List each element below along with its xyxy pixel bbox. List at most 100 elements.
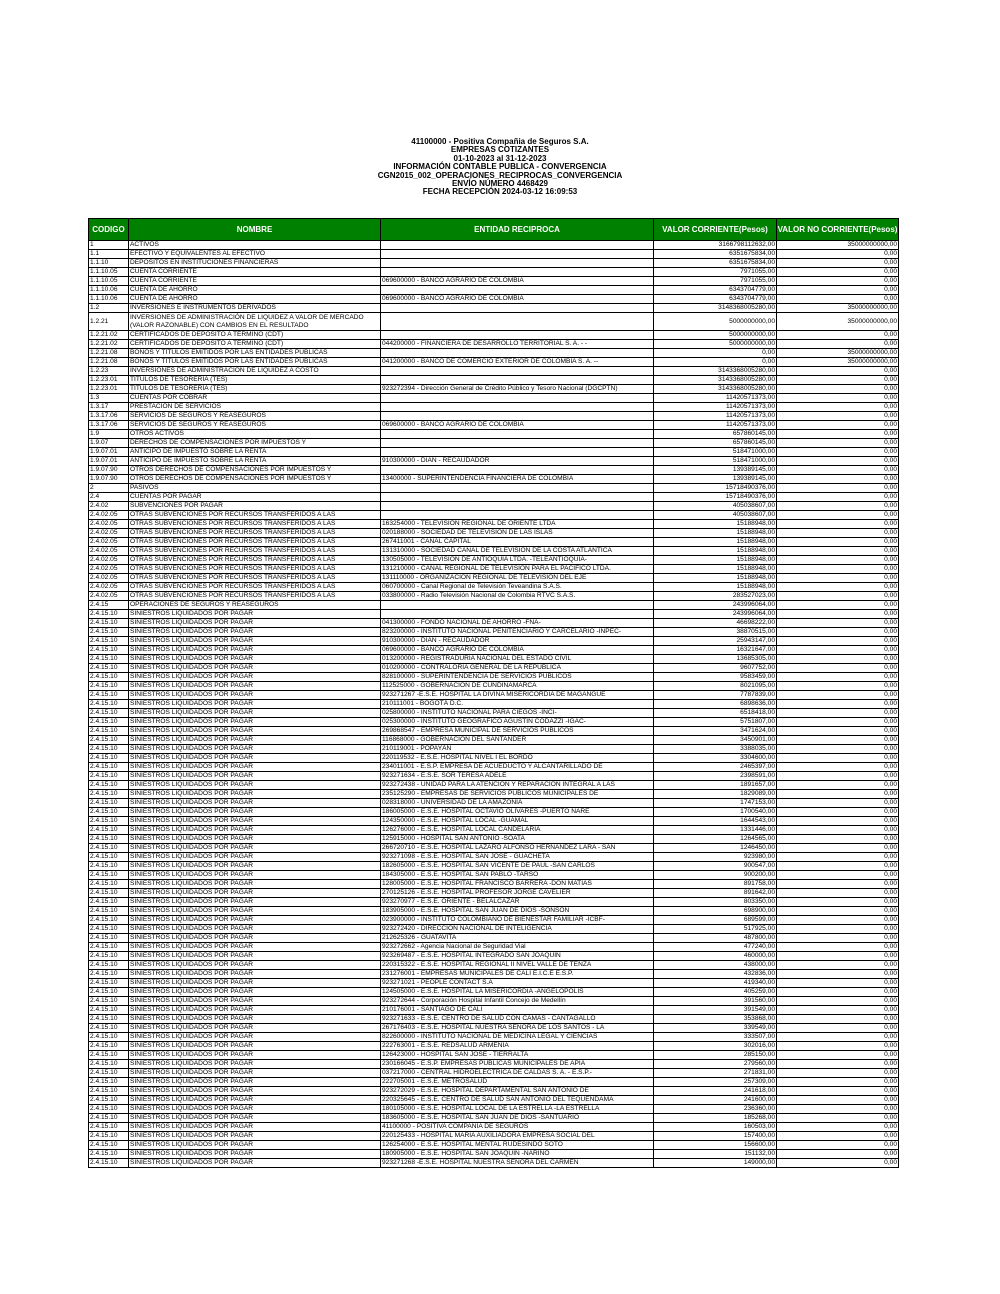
- code-cell: 2.4.15.10: [88, 1014, 129, 1024]
- table-row: 1.3 CUENTAS POR COBRAR 11420571373,00 0,00: [88, 393, 899, 403]
- noncurrent-value-cell: 0,00: [776, 969, 899, 979]
- noncurrent-value-cell: 0,00: [776, 1050, 899, 1060]
- reciprocal-operations-table: CODIGO NOMBRE ENTIDAD RECIPROCA VALOR CO…: [88, 218, 899, 1168]
- code-cell: 2.4.15.10: [88, 888, 129, 898]
- table-row: 2.4.15.10 SINIESTROS LIQUIDADOS POR PAGAR…: [88, 663, 899, 673]
- noncurrent-value-cell: 0,00: [776, 1095, 899, 1105]
- current-value-cell: 15188948,00: [653, 528, 777, 538]
- name-cell: SINIESTROS LIQUIDADOS POR PAGAR: [128, 870, 381, 880]
- entity-cell: [380, 249, 654, 259]
- table-row: 2.4.15.10 SINIESTROS LIQUIDADOS POR PAGAR…: [88, 924, 899, 934]
- table-row: 2.4.02.05 OTRAS SUBVENCIONES POR RECURSOS…: [88, 528, 899, 538]
- code-cell: 2.4.02.05: [88, 573, 129, 583]
- table-row: 2.4.15.10 SINIESTROS LIQUIDADOS POR PAGAR…: [88, 933, 899, 943]
- table-row: 2.4.15.10 SINIESTROS LIQUIDADOS POR PAGAR…: [88, 744, 899, 754]
- current-value-cell: 25943147,00: [653, 636, 777, 646]
- entity-cell: 182605000 - E.S.E. HOSPITAL SAN VICENTE …: [380, 861, 654, 871]
- table-row: 2.4.15.10 SINIESTROS LIQUIDADOS POR PAGAR…: [88, 951, 899, 961]
- name-cell: SERVICIOS DE SEGUROS Y REASEGUROS: [128, 411, 381, 421]
- entity-cell: 222705001 - E.S.E. METROSALUD: [380, 1077, 654, 1087]
- name-cell: SINIESTROS LIQUIDADOS POR PAGAR: [128, 1140, 381, 1150]
- code-cell: 2.4.15.10: [88, 1041, 129, 1051]
- table-row: 1.1.10.05 CUENTA CORRIENTE 069600000 - BAN…: [88, 276, 899, 286]
- table-row: 2.4.15 OPERACIONES DE SEGUROS Y REASEGURO…: [88, 600, 899, 610]
- noncurrent-value-cell: 0,00: [776, 249, 899, 259]
- current-value-cell: 15188948,00: [653, 573, 777, 583]
- table-row: 2.4.02.05 OTRAS SUBVENCIONES POR RECURSOS…: [88, 510, 899, 520]
- code-cell: 1.3: [88, 393, 129, 403]
- current-value-cell: 2465397,00: [653, 762, 777, 772]
- entity-cell: 131110000 - ORGANIZACION REGIONAL DE TEL…: [380, 573, 654, 583]
- table-row: 1.3.17 PRESTACIÓN DE SERVICIOS 11420571373…: [88, 402, 899, 412]
- name-cell: BONOS Y TÍTULOS EMITIDOS POR LAS ENTIDAD…: [128, 348, 381, 358]
- current-value-cell: 236360,00: [653, 1104, 777, 1114]
- current-value-cell: 15188948,00: [653, 546, 777, 556]
- current-value-cell: 698900,00: [653, 906, 777, 916]
- current-value-cell: 241618,00: [653, 1086, 777, 1096]
- code-cell: 2.4.15.10: [88, 1104, 129, 1114]
- table-row: 2.4.15.10 SINIESTROS LIQUIDADOS POR PAGAR…: [88, 843, 899, 853]
- entity-cell: 13400000 - SUPERINTENDENCIA FINANCIERA D…: [380, 474, 654, 484]
- current-value-cell: 157400,00: [653, 1131, 777, 1141]
- current-value-cell: 1264565,00: [653, 834, 777, 844]
- entity-cell: 220119532 - E.S.E. HOSPITAL NIVEL I EL B…: [380, 753, 654, 763]
- entity-cell: 126276000 - E.S.E. HOSPITAL LOCAL CANDEL…: [380, 825, 654, 835]
- name-cell: SINIESTROS LIQUIDADOS POR PAGAR: [128, 1086, 381, 1096]
- table-row: 1.1.10 DEPÓSITOS EN INSTITUCIONES FINANCI…: [88, 258, 899, 268]
- table-row: 2.4.15.10 SINIESTROS LIQUIDADOS POR PAGAR…: [88, 1158, 899, 1168]
- noncurrent-value-cell: 0,00: [776, 807, 899, 817]
- code-cell: 1.2.23: [88, 366, 129, 376]
- noncurrent-value-cell: 0,00: [776, 339, 899, 349]
- noncurrent-value-cell: 0,00: [776, 393, 899, 403]
- name-cell: SINIESTROS LIQUIDADOS POR PAGAR: [128, 1050, 381, 1060]
- name-cell: OTROS ACTIVOS: [128, 429, 381, 439]
- table-row: 2.4.15.10 SINIESTROS LIQUIDADOS POR PAGAR…: [88, 816, 899, 826]
- code-cell: 2.4.02.05: [88, 510, 129, 520]
- code-cell: 1.2.23.01: [88, 384, 129, 394]
- code-cell: 2.4.15.10: [88, 1068, 129, 1078]
- code-cell: 1.2.21.02: [88, 330, 129, 340]
- table-row: 2.4.15.10 SINIESTROS LIQUIDADOS POR PAGAR…: [88, 1086, 899, 1096]
- code-cell: 2.4.15.10: [88, 879, 129, 889]
- name-cell: TÍTULOS DE TESORERÍA (TES): [128, 375, 381, 385]
- noncurrent-value-cell: 0,00: [776, 546, 899, 556]
- name-cell: SINIESTROS LIQUIDADOS POR PAGAR: [128, 1077, 381, 1087]
- entity-cell: [380, 465, 654, 475]
- current-value-cell: 391549,00: [653, 1005, 777, 1015]
- entity-cell: [380, 483, 654, 493]
- entity-cell: 183605000 - E.S.E. HOSPITAL SAN JUAN DE …: [380, 1113, 654, 1123]
- code-cell: 2.4.15.10: [88, 636, 129, 646]
- table-row: 1.3.17.06 SERVICIOS DE SEGUROS Y REASEGUR…: [88, 420, 899, 430]
- current-value-cell: 15718490376,00: [653, 492, 777, 502]
- code-cell: 2.4.15.10: [88, 753, 129, 763]
- entity-cell: 013200000 - REGISTRADURIA NACIONAL DEL E…: [380, 654, 654, 664]
- noncurrent-value-cell: 0,00: [776, 789, 899, 799]
- name-cell: SINIESTROS LIQUIDADOS POR PAGAR: [128, 951, 381, 961]
- entity-cell: 210119001 - POPAYÁN: [380, 744, 654, 754]
- table-row: 2.4.02.05 OTRAS SUBVENCIONES POR RECURSOS…: [88, 591, 899, 601]
- name-cell: SINIESTROS LIQUIDADOS POR PAGAR: [128, 1131, 381, 1141]
- current-value-cell: 6518418,00: [653, 708, 777, 718]
- entity-cell: [380, 258, 654, 268]
- table-row: 2.4.15.10 SINIESTROS LIQUIDADOS POR PAGAR…: [88, 1095, 899, 1105]
- table-row: 1.2.21 INVERSIONES DE ADMINISTRACIÓN DE L…: [88, 312, 899, 331]
- entity-cell: 923272662 - Agencia Nacional de Segurida…: [380, 942, 654, 952]
- table-row: 2.4.15.10 SINIESTROS LIQUIDADOS POR PAGAR…: [88, 879, 899, 889]
- code-cell: 2.4.15.10: [88, 807, 129, 817]
- code-cell: 2.4.15.10: [88, 1131, 129, 1141]
- code-cell: 2.4.15.10: [88, 942, 129, 952]
- entity-cell: 131310000 - SOCIEDAD CANAL DE TELEVISION…: [380, 546, 654, 556]
- name-cell: OTRAS SUBVENCIONES POR RECURSOS TRANSFER…: [128, 564, 381, 574]
- code-cell: 2.4.15.10: [88, 1113, 129, 1123]
- name-cell: SINIESTROS LIQUIDADOS POR PAGAR: [128, 717, 381, 727]
- noncurrent-value-cell: 0,00: [776, 960, 899, 970]
- name-cell: CERTIFICADOS DE DEPÓSITO A TÉRMINO (CDT): [128, 339, 381, 349]
- report-form: CGN2015_002_OPERACIONES_RECIPROCAS_CONVE…: [377, 170, 623, 180]
- entity-cell: [380, 348, 654, 358]
- current-value-cell: 3143368005280,00: [653, 375, 777, 385]
- current-value-cell: 923980,00: [653, 852, 777, 862]
- entity-cell: 267411001 - CANAL CAPITAL: [380, 537, 654, 547]
- reception-date: FECHA RECEPCIÓN 2024-03-12 16:09:53: [422, 187, 578, 197]
- name-cell: SINIESTROS LIQUIDADOS POR PAGAR: [128, 735, 381, 745]
- entity-cell: 126254000 - E.S.E. HOSPITAL MENTAL RUDES…: [380, 1140, 654, 1150]
